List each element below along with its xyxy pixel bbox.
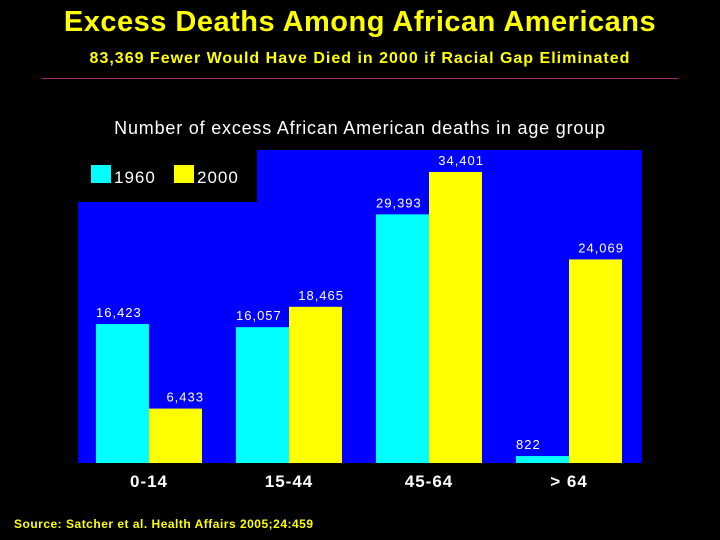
source-citation: Source: Satcher et al. Health Affairs 20… — [14, 517, 314, 531]
data-label-1960: 16,423 — [96, 305, 142, 320]
title-divider — [42, 78, 678, 79]
data-label-2000: 6,433 — [166, 390, 204, 405]
x-tick-label: 45-64 — [405, 472, 453, 491]
x-tick-label: 0-14 — [130, 472, 168, 491]
data-label-2000: 34,401 — [438, 153, 484, 168]
data-label-2000: 18,465 — [298, 288, 344, 303]
bar-2000--64 — [569, 259, 622, 463]
data-label-1960: 29,393 — [376, 195, 422, 210]
legend-swatch-1960 — [91, 165, 111, 183]
bar-2000-0-14 — [149, 408, 202, 463]
x-tick-label: 15-44 — [265, 472, 313, 491]
bar-2000-15-44 — [289, 306, 342, 463]
bar-1960-0-14 — [96, 324, 149, 463]
legend-label-2000: 2000 — [197, 168, 239, 187]
x-tick-label: > 64 — [550, 472, 588, 491]
slide-title: Excess Deaths Among African Americans — [63, 6, 657, 38]
bar-1960--64 — [516, 456, 569, 463]
data-label-1960: 822 — [516, 437, 541, 452]
legend-label-1960: 1960 — [114, 168, 156, 187]
chart-title: Number of excess African American deaths… — [114, 118, 606, 138]
data-label-1960: 16,057 — [236, 308, 282, 323]
bar-1960-15-44 — [236, 327, 289, 463]
legend-border — [78, 150, 257, 202]
legend-swatch-2000 — [174, 165, 194, 183]
slide-subtitle: 83,369 Fewer Would Have Died in 2000 if … — [89, 50, 631, 67]
bar-2000-45-64 — [429, 171, 482, 463]
bar-1960-45-64 — [376, 214, 429, 463]
data-label-2000: 24,069 — [578, 240, 624, 255]
